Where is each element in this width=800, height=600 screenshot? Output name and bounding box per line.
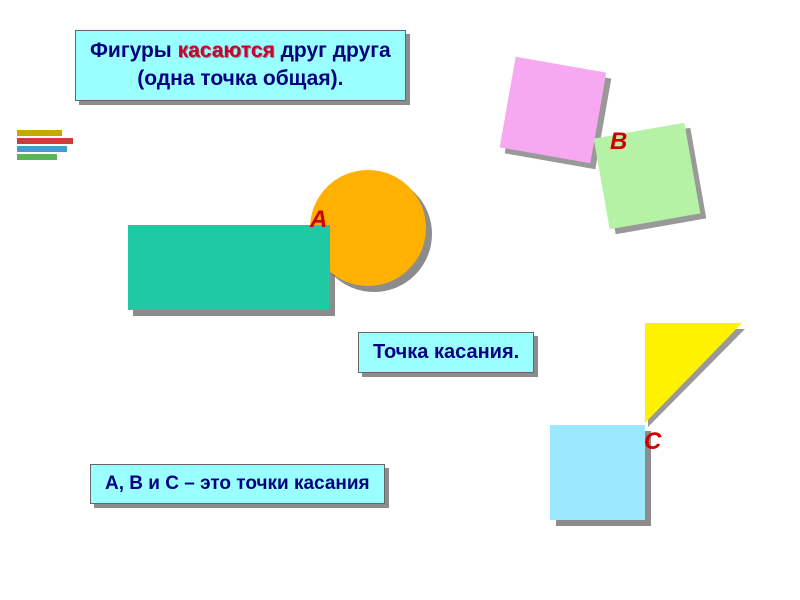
decor-bar	[17, 154, 57, 160]
teal-rect	[128, 225, 330, 310]
point-label-c: С	[644, 428, 661, 456]
pink-square	[500, 57, 607, 164]
title-line2: (одна точка общая).	[137, 67, 343, 90]
title-pre: Фигуры	[90, 39, 178, 62]
point-label-b: В	[610, 128, 627, 156]
title-em: касаются	[178, 39, 275, 62]
bottom-text: А, В и С – это точки касания	[105, 473, 370, 494]
decor-bars	[17, 130, 73, 162]
mid-label-box: Точка касания.	[358, 332, 534, 373]
title-box: Фигуры касаются друг друга (одна точка о…	[75, 30, 406, 101]
diagram-canvas: Фигуры касаются друг друга (одна точка о…	[0, 0, 800, 600]
point-label-a: А	[310, 206, 327, 234]
decor-bar	[17, 146, 67, 152]
mid-label-text: Точка касания.	[373, 341, 519, 363]
cyan-square	[550, 425, 645, 520]
title-post: друг друга	[275, 39, 391, 62]
yellow-triangle	[645, 323, 745, 427]
bottom-box: А, В и С – это точки касания	[90, 464, 385, 504]
decor-bar	[17, 138, 73, 144]
decor-bar	[17, 130, 62, 136]
